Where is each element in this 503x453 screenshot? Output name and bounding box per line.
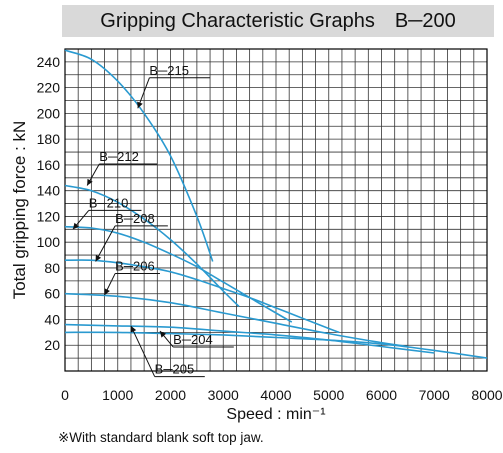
- y-tick-label: 100: [37, 234, 61, 250]
- y-tick-label: 240: [37, 54, 61, 70]
- series-line-b215: [64, 49, 214, 262]
- series-line-b204: [64, 323, 435, 354]
- x-tick-label: 0: [61, 387, 69, 403]
- y-tick-label: 200: [37, 105, 61, 121]
- series-label-b204: B─204: [173, 332, 213, 347]
- y-tick-label: 60: [44, 286, 60, 302]
- x-tick-label: 2000: [155, 387, 186, 403]
- series-line-b212: [64, 184, 240, 308]
- plot-frame: [64, 48, 488, 372]
- x-tick-label: 8000: [471, 387, 502, 403]
- series-leader-arrowhead: [137, 101, 143, 109]
- series-leader-arrowhead: [159, 331, 167, 338]
- series-leader-arrowhead: [130, 325, 137, 333]
- x-tick-label: 6000: [366, 387, 397, 403]
- series-leader-arrowhead: [95, 254, 102, 262]
- series-label-b205: B─205: [155, 362, 195, 377]
- y-tick-label: 40: [44, 311, 60, 327]
- x-tick-label: 5000: [313, 387, 344, 403]
- y-tick-label: 180: [37, 131, 61, 147]
- y-tick-label: 140: [37, 183, 61, 199]
- y-tick-label: 160: [37, 157, 61, 173]
- series-leader-arrowhead: [87, 178, 93, 186]
- series-line-b205: [64, 331, 488, 359]
- series-label-b208: B─208: [115, 211, 155, 226]
- chart-title: Gripping Characteristic Graphs B─200: [100, 10, 456, 32]
- series-label-b212: B─212: [99, 149, 139, 164]
- series-line-b208: [64, 259, 340, 334]
- series-line-b210: [64, 225, 293, 323]
- series-leader-line: [95, 225, 116, 262]
- x-tick-label: 4000: [260, 387, 291, 403]
- x-tick-label: 7000: [419, 387, 450, 403]
- x-axis-label: Speed : min⁻¹: [226, 406, 325, 423]
- series-label-b215: B─215: [149, 63, 189, 78]
- y-axis-label: Total gripping force : kN: [10, 121, 29, 300]
- series-label-b210: B─210: [89, 195, 129, 210]
- title-bar: Gripping Characteristic Graphs B─200: [62, 5, 494, 37]
- x-tick-label: 1000: [102, 387, 133, 403]
- series-leader-arrowhead: [104, 288, 110, 296]
- x-tick-label: 3000: [208, 387, 239, 403]
- y-tick-label: 120: [37, 208, 61, 224]
- series-line-b206: [64, 292, 409, 348]
- y-tick-label: 220: [37, 80, 61, 96]
- series-leader-line: [130, 325, 156, 377]
- y-tick-label: 80: [44, 260, 60, 276]
- y-tick-label: 20: [44, 337, 60, 353]
- footnote: ※With standard blank soft top jaw.: [58, 430, 264, 445]
- series-leader-arrowhead: [72, 222, 80, 230]
- series-label-b206: B─206: [115, 259, 155, 274]
